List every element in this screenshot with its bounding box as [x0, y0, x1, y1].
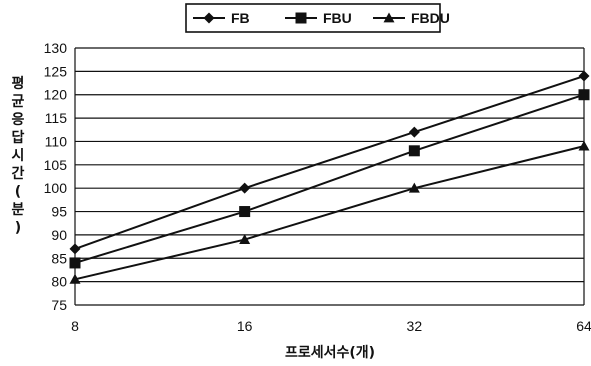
- x-tick-label: 8: [71, 318, 79, 334]
- series-line: [74, 145, 585, 281]
- y-tick-label: 120: [44, 87, 68, 103]
- legend-label: FBU: [323, 10, 352, 26]
- x-axis-title: 프로세서수(개): [285, 345, 375, 361]
- x-tick-label: 64: [576, 318, 591, 334]
- legend-item-fbu: FBU: [285, 10, 352, 26]
- legend-label: FB: [231, 10, 250, 26]
- y-axis-title: 평 균 응 답 시 간(분): [12, 75, 25, 236]
- triangle-marker: [578, 140, 590, 151]
- square-marker: [69, 257, 81, 269]
- gridlines: [74, 47, 585, 306]
- y-tick-label: 105: [44, 157, 68, 173]
- series-fbu: [69, 89, 590, 269]
- triangle-marker: [239, 234, 251, 244]
- diamond-marker: [69, 243, 81, 255]
- diamond-marker: [239, 182, 251, 194]
- triangle-marker: [408, 182, 420, 193]
- y-tick-label: 110: [45, 133, 68, 149]
- x-axis-ticks: 8 16 32 64: [71, 318, 591, 334]
- square-marker: [578, 89, 590, 101]
- square-marker: [408, 145, 420, 157]
- series-group: [69, 70, 590, 284]
- y-tick-label: 125: [44, 63, 68, 79]
- y-tick-label: 130: [44, 40, 68, 56]
- triangle-marker: [383, 12, 395, 23]
- legend: FB FBU FBDU: [185, 3, 450, 33]
- triangle-marker: [69, 273, 81, 284]
- y-tick-label: 75: [51, 297, 67, 313]
- series-fb: [69, 70, 590, 255]
- y-tick-label: 100: [44, 180, 68, 196]
- diamond-marker: [203, 12, 215, 24]
- y-tick-label: 95: [51, 204, 67, 220]
- x-tick-label: 16: [237, 318, 253, 334]
- y-tick-label: 80: [51, 274, 67, 290]
- square-marker: [295, 12, 307, 24]
- diamond-marker: [578, 70, 590, 82]
- square-marker: [239, 206, 251, 218]
- legend-item-fb: FB: [193, 10, 250, 26]
- series-line: [74, 75, 585, 250]
- y-tick-label: 115: [45, 110, 68, 126]
- diamond-marker: [408, 126, 420, 138]
- legend-label: FBDU: [411, 10, 450, 26]
- series-fbdu: [69, 140, 590, 284]
- y-tick-label: 85: [51, 250, 67, 266]
- x-tick-label: 32: [407, 318, 423, 334]
- y-tick-label: 90: [51, 227, 67, 243]
- y-axis-ticks: 75 80 85 90 95 100 105 110 115 120 125 130: [44, 40, 68, 313]
- legend-item-fbdu: FBDU: [373, 10, 450, 26]
- series-line: [74, 93, 585, 264]
- y-axis-title-text: 평 균 응 답 시 간(분): [12, 75, 25, 236]
